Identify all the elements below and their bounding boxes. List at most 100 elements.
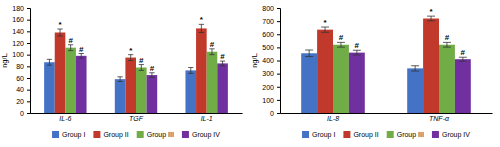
y-axis: 0100200300400500600700800 (262, 5, 280, 117)
legend-label: Group I (62, 131, 85, 139)
error-bar (128, 55, 133, 61)
legend-item: Group III (137, 131, 174, 139)
y-tick: 0 (270, 110, 280, 117)
error-bar (117, 77, 122, 82)
error-bar (443, 42, 451, 47)
y-tick-label: 500 (262, 44, 274, 51)
panel: 020406080100120140160180IL-6TGFIL-1ng/L*… (0, 5, 243, 139)
error-bar (337, 42, 345, 47)
bar (439, 45, 455, 113)
bar (333, 45, 349, 113)
x-tick: IL-1 (201, 115, 213, 122)
x-tick: TGF (129, 115, 144, 122)
error-bar (139, 65, 144, 71)
x-tick: IL-8 (327, 115, 339, 122)
error-bar (199, 24, 204, 32)
y-tick-mark (27, 55, 30, 56)
annotation: # (68, 36, 73, 45)
x-tick: TNF-α (429, 115, 450, 122)
y-tick: 200 (262, 83, 280, 90)
y-tick-label: 100 (262, 97, 274, 104)
bar (125, 58, 136, 113)
legend-label: Group II (353, 131, 378, 139)
legend-item: Group II (93, 131, 128, 139)
y-tick: 120 (12, 40, 30, 47)
legend-label: Group IV (442, 131, 470, 139)
legend-label: Group III (397, 131, 424, 139)
y-tick: 300 (262, 70, 280, 77)
legend-swatch (52, 131, 59, 138)
bar (207, 52, 218, 113)
y-tick-mark (27, 78, 30, 79)
annotation: # (210, 40, 215, 49)
legend-label: Group IV (192, 131, 220, 139)
y-tick: 600 (262, 31, 280, 38)
y-tick-mark (27, 8, 30, 9)
error-bar (411, 66, 419, 71)
x-tick-label: IL-1 (201, 115, 213, 122)
y-tick: 100 (262, 97, 280, 104)
y-tick-mark (277, 100, 280, 101)
bar (185, 70, 196, 113)
bar (455, 59, 471, 113)
x-axis: IL-8 TNF-α (281, 114, 493, 122)
legend-item: Group III (387, 131, 424, 139)
error-bar (459, 57, 467, 61)
annotation: # (79, 45, 84, 54)
x-tick-label: TNF-α (429, 115, 450, 122)
y-tick-mark (27, 20, 30, 21)
y-tick-label: 0 (20, 110, 24, 117)
legend-swatch (93, 131, 100, 138)
y-tick-mark (27, 31, 30, 32)
x-axis-line (31, 113, 243, 114)
legend-item: Group I (52, 131, 85, 139)
error-bar (188, 68, 193, 74)
y-tick: 400 (262, 57, 280, 64)
y-tick-mark (277, 8, 280, 9)
bar (301, 53, 317, 113)
y-axis: 020406080100120140160180 (12, 5, 30, 117)
y-tick: 80 (16, 63, 30, 70)
legend-swatch (387, 131, 394, 138)
y-tick-mark (277, 87, 280, 88)
annotation: # (445, 33, 450, 42)
legend: Group IGroup IIGroup IIIGroup IV (302, 131, 470, 139)
error-bar (79, 54, 84, 59)
legend-swatch (302, 131, 309, 138)
annotations: ***###### (58, 15, 225, 72)
y-tick-label: 600 (262, 31, 274, 38)
error-bar (321, 27, 329, 32)
y-tick-mark (277, 34, 280, 35)
y-tick-mark (27, 101, 30, 102)
x-tick-label: IL-6 (59, 115, 71, 122)
y-tick-mark (277, 61, 280, 62)
y-tick: 160 (12, 16, 30, 23)
bar (349, 53, 365, 113)
x-axis: IL-6 TGF IL-1 (31, 114, 243, 122)
y-tick-label: 200 (262, 83, 274, 90)
y-tick: 500 (262, 44, 280, 51)
y-tick-mark (277, 113, 280, 114)
annotation: # (339, 33, 344, 42)
bar (407, 68, 423, 113)
y-tick-label: 40 (16, 86, 24, 93)
y-axis-title: ng/L (250, 53, 259, 68)
y-tick: 180 (12, 5, 30, 12)
annotation: * (323, 18, 327, 27)
y-tick-mark (27, 113, 30, 114)
y-tick-label: 700 (262, 18, 274, 25)
bar (196, 28, 207, 113)
y-tick-label: 120 (12, 40, 24, 47)
figure: 020406080100120140160180IL-6TGFIL-1ng/L*… (0, 0, 500, 147)
y-tick-label: 400 (262, 57, 274, 64)
bar (136, 68, 147, 114)
annotation: * (58, 20, 62, 29)
y-tick-label: 140 (12, 28, 24, 35)
x-tick-label: IL-8 (327, 115, 339, 122)
y-tick-label: 0 (270, 110, 274, 117)
y-tick-label: 300 (262, 70, 274, 77)
y-tick: 140 (12, 28, 30, 35)
legend-swatch (137, 131, 144, 138)
bar (55, 33, 66, 114)
y-tick-label: 180 (12, 5, 24, 12)
